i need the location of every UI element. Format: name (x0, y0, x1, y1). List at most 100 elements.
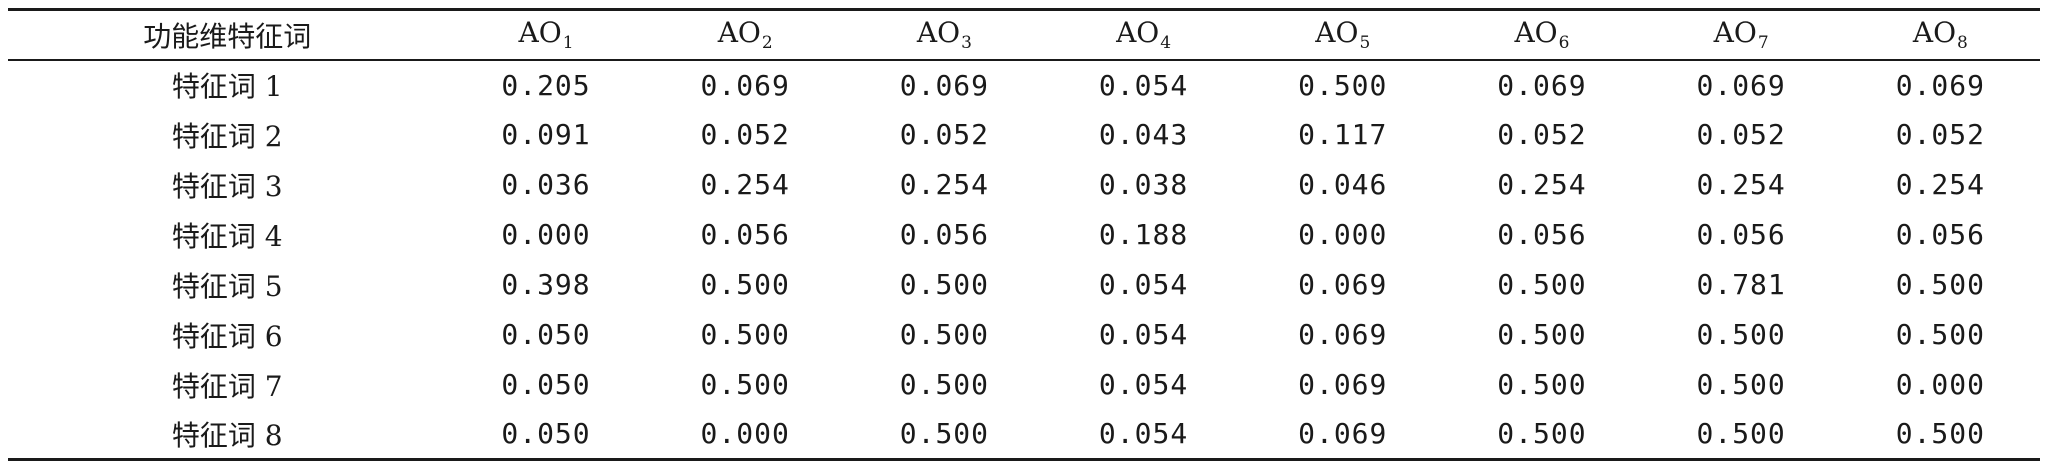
row-label: 特征词 1 (171, 70, 283, 103)
table-cell: 0.117 (1298, 118, 1388, 151)
column-header-ao7: AO7 (1641, 8, 1841, 61)
column-header-ao6: AO6 (1442, 8, 1642, 61)
table-cell: 0.500 (1696, 368, 1786, 401)
table-cell: 0.050 (501, 318, 591, 351)
column-header-subscript: 3 (961, 33, 972, 54)
row-label: 特征词 3 (171, 169, 283, 203)
column-header-subscript: 1 (562, 33, 574, 54)
table-cell: 0.036 (501, 168, 591, 201)
table-cell: 0.500 (899, 368, 990, 401)
column-header-ao5: AO5 (1243, 8, 1443, 61)
table-cell: 0.069 (1298, 268, 1388, 301)
column-header-base: AO (1116, 16, 1160, 50)
row-label: 特征词 7 (171, 369, 283, 403)
table-cell: 0.056 (1696, 218, 1786, 251)
column-header-ao4: AO4 (1043, 8, 1244, 61)
table-row: 特征词 3 0.036 0.254 0.254 0.038 0.046 0.254 0.254… (8, 160, 2040, 210)
column-header-base: AO (916, 16, 961, 50)
column-header-base: AO (1912, 16, 1957, 50)
table-cell: 0.205 (501, 68, 591, 102)
table-cell: 0.052 (700, 118, 790, 151)
table-cell: 0.052 (1696, 118, 1786, 151)
table-cell: 0.054 (1098, 268, 1189, 301)
table-cell: 0.254 (1497, 168, 1587, 201)
row-label: 特征词 4 (171, 219, 283, 253)
table-cell: 0.043 (1098, 118, 1189, 151)
table-cell: 0.500 (1696, 318, 1786, 351)
table-cell: 0.500 (899, 268, 990, 301)
table-cell: 0.069 (1696, 68, 1786, 102)
column-header-ao1: AO1 (446, 8, 646, 61)
table-cell: 0.052 (899, 118, 990, 151)
table-cell: 0.054 (1098, 318, 1189, 351)
table-cell: 0.500 (899, 318, 990, 351)
column-header-ao2: AO2 (645, 8, 845, 61)
table-cell: 0.056 (899, 218, 990, 251)
table-cell: 0.781 (1696, 268, 1786, 301)
column-header-subscript: 6 (1558, 33, 1570, 54)
table-cell: 0.500 (1895, 268, 1986, 301)
table-row: 特征词 8 0.050 0.000 0.500 0.054 0.069 0.500 0.500… (8, 409, 2040, 461)
table-row: 特征词 2 0.091 0.052 0.052 0.043 0.117 0.052 0.052… (8, 110, 2040, 160)
table-cell: 0.056 (1895, 218, 1986, 251)
column-header-subscript: 8 (1957, 33, 1968, 54)
table-cell: 0.500 (1840, 409, 2040, 461)
table-cell: 0.052 (1497, 118, 1587, 151)
table-cell: 0.000 (1895, 368, 1986, 401)
table-cell: 0.091 (501, 118, 591, 151)
table-row: 特征词 7 0.050 0.500 0.500 0.054 0.069 0.500 0.500… (8, 360, 2040, 410)
table-header: 功能维特征词 AO1 AO2 AO3 AO4 AO5 AO6 AO7 AO8 (8, 8, 2040, 61)
table-cell: 0.069 (899, 68, 990, 102)
table-cell: 0.254 (899, 168, 990, 201)
table-cell: 0.398 (501, 268, 591, 301)
row-label: 特征词 2 (171, 119, 283, 153)
table-cell: 0.054 (1043, 409, 1244, 461)
column-header-base: AO (1514, 16, 1558, 50)
table-cell: 0.500 (1298, 68, 1388, 102)
table-cell: 0.069 (1497, 68, 1587, 102)
corner-header: 功能维特征词 (8, 8, 447, 61)
table-cell: 0.052 (1895, 118, 1986, 151)
table-cell: 0.000 (645, 409, 845, 461)
table-cell: 0.038 (1098, 168, 1189, 201)
table-cell: 0.500 (1497, 318, 1587, 351)
table-cell: 0.046 (1298, 168, 1388, 201)
table-cell: 0.500 (844, 409, 1044, 461)
table-cell: 0.054 (1098, 368, 1189, 401)
table-cell: 0.000 (1298, 218, 1388, 251)
table-cell: 0.500 (1497, 368, 1587, 401)
table-cell: 0.069 (1298, 318, 1388, 351)
table-cell: 0.254 (700, 168, 790, 201)
table-cell: 0.500 (1497, 268, 1587, 301)
column-header-subscript: 2 (761, 33, 773, 54)
table-cell: 0.500 (1442, 409, 1642, 461)
table-cell: 0.050 (501, 368, 591, 401)
table-cell: 0.069 (1895, 68, 1986, 102)
table-cell: 0.069 (1298, 368, 1388, 401)
table-cell: 0.188 (1098, 218, 1189, 251)
table-cell: 0.054 (1098, 68, 1189, 102)
column-header-ao8: AO8 (1840, 8, 2040, 61)
table-cell: 0.500 (700, 368, 790, 401)
table-cell: 0.500 (1641, 409, 1841, 461)
table-body: 特征词 1 0.205 0.069 0.069 0.054 0.500 0.069 0.069… (8, 60, 2040, 461)
column-header-base: AO (717, 16, 761, 50)
column-header-subscript: 5 (1359, 33, 1371, 54)
table-cell: 0.254 (1696, 168, 1786, 201)
table-cell: 0.069 (1243, 409, 1443, 461)
table-cell: 0.000 (501, 218, 591, 251)
header-row: 功能维特征词 AO1 AO2 AO3 AO4 AO5 AO6 AO7 AO8 (8, 8, 2040, 61)
table-row: 特征词 6 0.050 0.500 0.500 0.054 0.069 0.500 0.500… (8, 310, 2040, 360)
column-header-base: AO (1713, 16, 1757, 50)
row-label: 特征词 6 (171, 319, 283, 353)
column-header-subscript: 7 (1757, 33, 1769, 54)
table-row: 特征词 4 0.000 0.056 0.056 0.188 0.000 0.056 0.056… (8, 210, 2040, 260)
table-cell: 0.254 (1895, 168, 1986, 201)
column-header-base: AO (518, 16, 562, 50)
table-row: 特征词 1 0.205 0.069 0.069 0.054 0.500 0.069 0.069… (8, 60, 2040, 110)
table-cell: 0.056 (1497, 218, 1587, 251)
table-cell: 0.500 (700, 268, 790, 301)
feature-weight-table-container: 功能维特征词 AO1 AO2 AO3 AO4 AO5 AO6 AO7 AO8 特征词 1 0.2… (8, 8, 2040, 461)
row-label: 特征词 8 (8, 409, 447, 461)
table-cell: 0.500 (1895, 318, 1986, 351)
